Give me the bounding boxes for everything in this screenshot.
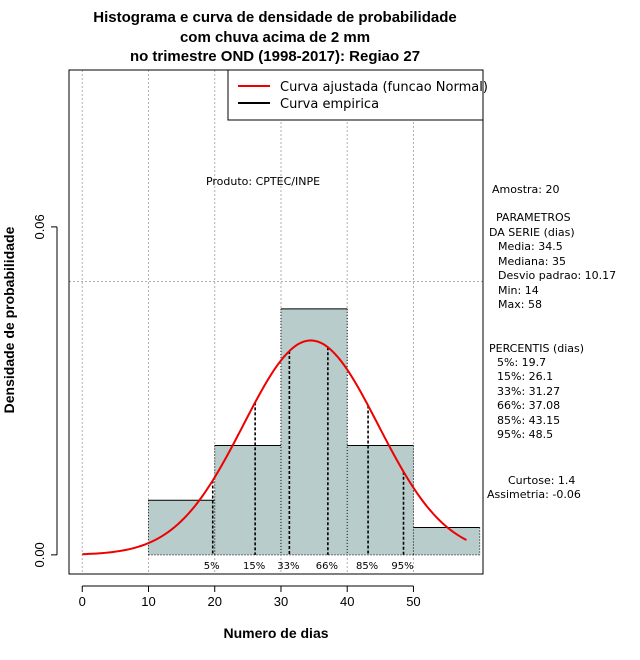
histogram-bar-4 — [413, 527, 480, 555]
stat-max: Max: 58 — [498, 298, 542, 311]
legend-box — [227, 69, 484, 121]
stat-p15: 15%: 26.1 — [497, 370, 553, 383]
x-tick-label-0: 0 — [79, 594, 86, 609]
grid-layer — [69, 70, 483, 574]
percentile-label-3: 66% — [316, 561, 338, 572]
stat-curtose: Curtose: 1.4 — [508, 474, 575, 487]
chart-title-line-3: no trimestre OND (1998-2017): Regiao 27 — [130, 48, 420, 65]
stat-p85: 85%: 43.15 — [497, 414, 560, 427]
curve-layer — [82, 339, 467, 556]
y-tick-label-1: 0.06 — [32, 214, 47, 239]
stat-p95: 95%: 48.5 — [497, 428, 553, 441]
legend-label-fitted: Curva ajustada (funcao Normal) — [280, 80, 488, 95]
stat-desvio: Desvio padrao: 10.17 — [498, 269, 616, 282]
stat-p5: 5%: 19.7 — [497, 356, 546, 369]
sample-size: Amostra: 20 — [492, 183, 559, 196]
stat-p66: 66%: 37.08 — [497, 399, 560, 412]
percentile-label-4: 85% — [356, 561, 378, 572]
credit-label: Produto: CPTEC/INPE — [206, 175, 320, 188]
x-tick-label-10: 10 — [141, 594, 155, 609]
percentile-label-1: 15% — [243, 561, 265, 572]
stat-min: Min: 14 — [498, 284, 539, 297]
histogram-bar-2 — [280, 308, 348, 555]
histogram-bar-3 — [347, 445, 414, 555]
histogram-bar-0 — [148, 500, 215, 555]
percentis-title: PERCENTIS (dias) — [489, 342, 584, 355]
x-tick-label-30: 30 — [274, 594, 288, 609]
x-tick-label-50: 50 — [406, 594, 420, 609]
stat-p33: 33%: 31.27 — [497, 385, 560, 398]
legend: Curva ajustada (funcao Normal) Curva emp… — [227, 69, 488, 121]
percentile-lines-layer: 5% 15% 33% 66% 85% 95% — [204, 347, 414, 572]
stat-media: Media: 34.5 — [498, 240, 563, 253]
chart-title-line-1: Histograma e curva de densidade de proba… — [93, 9, 456, 26]
stats-panel: Amostra: 20 PARAMETROS DA SERIE (dias) M… — [487, 183, 616, 501]
params-title-1: PARAMETROS — [496, 211, 571, 224]
axis-layer: 0 10 20 30 40 50 0.00 0.06 — [32, 214, 421, 609]
y-tick-label-0: 0.00 — [32, 542, 47, 567]
stat-mediana: Mediana: 35 — [498, 255, 566, 268]
params-title-2: DA SERIE (dias) — [489, 226, 575, 239]
percentile-label-2: 33% — [277, 561, 299, 572]
y-axis-title: Densidade de probabilidade — [1, 226, 17, 413]
histogram-bar-1 — [214, 445, 281, 555]
legend-label-empirical: Curva empirica — [280, 97, 379, 112]
x-tick-label-40: 40 — [340, 594, 354, 609]
chart-title-line-2: com chuva acima de 2 mm — [180, 29, 370, 46]
x-tick-label-20: 20 — [207, 594, 221, 609]
percentile-label-5: 95% — [391, 561, 413, 572]
x-axis-title: Numero de dias — [223, 625, 328, 641]
bars-layer — [147, 308, 481, 556]
stat-assimetria: Assimetria: -0.06 — [487, 488, 581, 501]
percentile-label-0: 5% — [204, 561, 220, 572]
normal-fit-curve — [82, 339, 467, 556]
